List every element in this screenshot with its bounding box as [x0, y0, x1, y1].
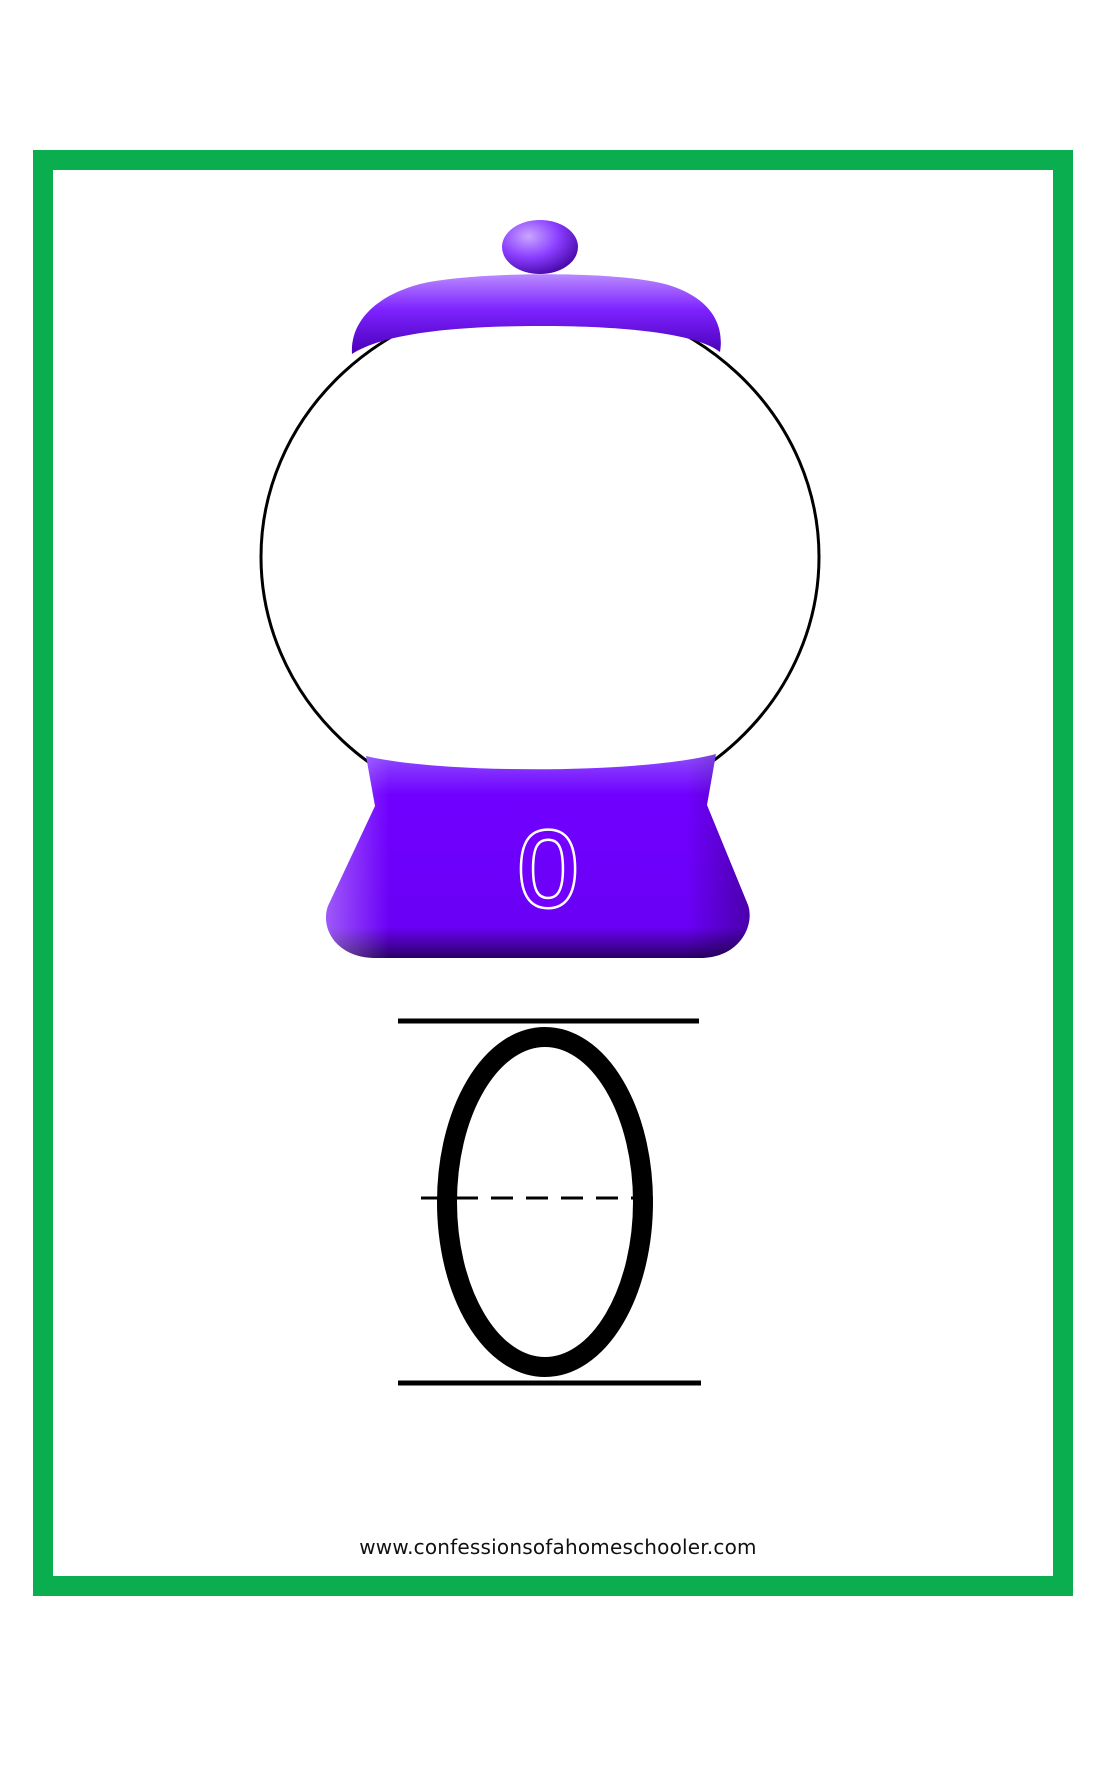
base-number: 0: [518, 808, 578, 929]
globe-outline: [259, 295, 821, 819]
handwriting-guide: [398, 1018, 701, 1386]
machine-base: [326, 754, 750, 958]
lid-knob: [502, 220, 578, 274]
tracing-numeral-zero: [437, 1027, 653, 1377]
machine-lid: [351, 274, 721, 354]
gumball-machine-icon: 0: [259, 220, 821, 958]
footer-url: www.confessionsofahomeschooler.com: [359, 1535, 757, 1559]
